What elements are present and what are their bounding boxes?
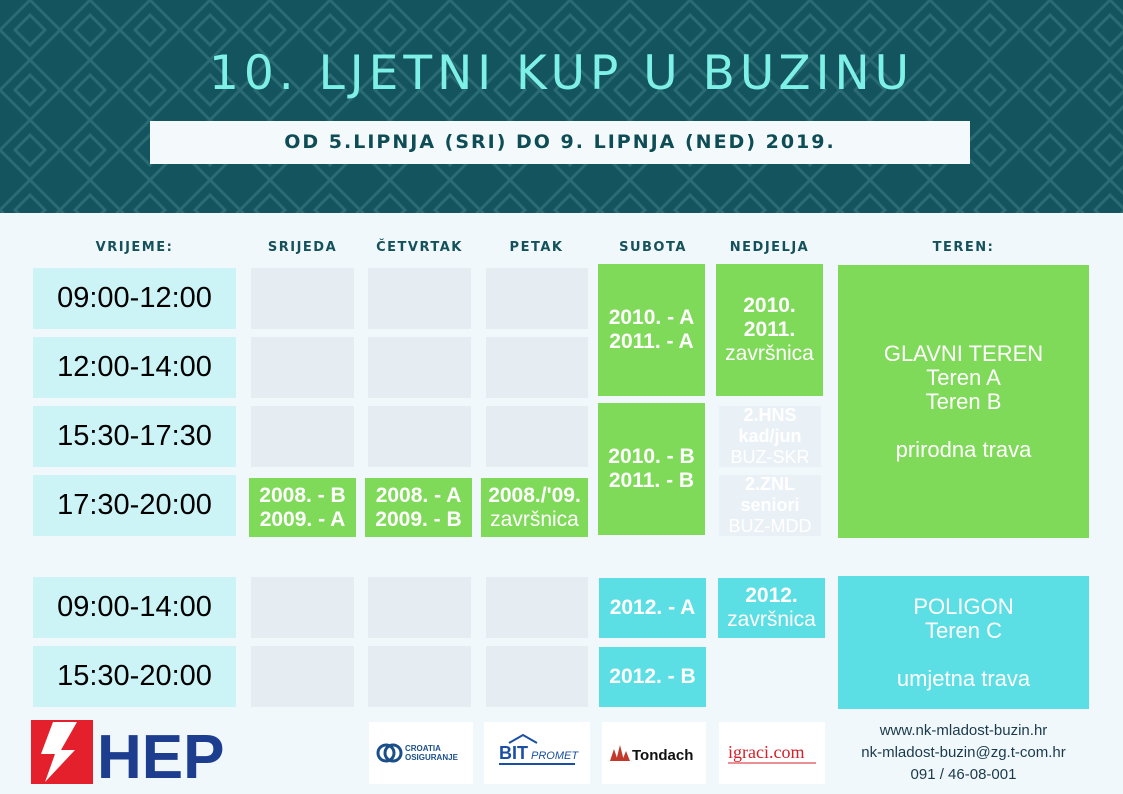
game-line: 2.HNS	[743, 405, 797, 425]
game-line: 2011. - A	[609, 330, 694, 353]
contact-web[interactable]: www.nk-mladost-buzin.hr	[879, 722, 1048, 739]
empty-cell	[368, 406, 471, 467]
venue-poligon: POLIGON Teren C umjetna trava	[838, 576, 1089, 709]
sponsor-text: Tondach	[632, 747, 693, 764]
game-line: BUZ-SKR	[730, 447, 810, 467]
game-fri-evening: 2008./'09. završnica	[481, 478, 588, 537]
game-line: 2012.	[745, 584, 798, 607]
empty-cell	[251, 337, 354, 398]
time-slot: 09:00-12:00	[33, 268, 236, 329]
game-line: 2009. - A	[259, 507, 346, 531]
game-thu-evening: 2008. - A 2009. - B	[365, 478, 472, 537]
hep-logo: HEP	[31, 720, 239, 792]
header-banner	[0, 0, 1123, 213]
empty-cell	[368, 577, 471, 638]
venue-surface: umjetna trava	[896, 665, 1031, 691]
game-sun-hns: 2.HNS kad/jun BUZ-SKR	[719, 405, 821, 467]
game-line: 2008. - B	[259, 483, 346, 507]
game-sat-afternoon: 2010. - B 2011. - B	[598, 403, 705, 535]
game-line: 2008./'09.	[488, 483, 581, 507]
game-sat-poligon-1: 2012. - A	[599, 578, 706, 638]
sponsor-text: OSIGURANJE	[405, 753, 459, 762]
empty-cell	[486, 577, 588, 638]
sponsor-croatia-osiguranje: CROATIA OSIGURANJE	[369, 722, 473, 784]
game-line: kad/jun	[738, 426, 802, 446]
game-line: 2.ZNL	[744, 474, 795, 494]
croatia-osiguranje-logo: CROATIA OSIGURANJE	[376, 743, 459, 763]
sponsor-text: igraci.com	[728, 742, 804, 762]
game-line: završnica	[727, 608, 816, 631]
col-header-wed: SRIJEDA	[267, 240, 338, 255]
empty-cell	[251, 406, 354, 467]
empty-cell	[368, 337, 471, 398]
game-sun-morning: 2010. 2011. završnica	[716, 264, 823, 396]
game-sun-znl: 2.ZNL seniori BUZ-MDD	[719, 474, 821, 536]
game-sun-poligon: 2012. završnica	[718, 578, 825, 638]
subtitle-bar	[150, 121, 970, 164]
game-line: 2011. - B	[608, 469, 695, 492]
game-line: 2012. - B	[609, 665, 696, 688]
venue-surface: prirodna trava	[895, 436, 1032, 462]
sponsor-text: PROMET	[531, 750, 579, 762]
empty-cell	[486, 646, 588, 707]
game-line: 2010. - B	[608, 445, 695, 468]
sponsor-text: BIT	[499, 743, 528, 763]
col-header-sat: SUBOTA	[619, 240, 687, 255]
col-header-sun: NEDJELJA	[729, 240, 810, 255]
hep-text: HEP	[97, 723, 224, 784]
time-slot: 12:00-14:00	[33, 337, 236, 398]
empty-cell	[486, 268, 588, 329]
empty-cell	[251, 646, 354, 707]
page-subtitle: OD 5.LIPNJA (SRI) DO 9. LIPNJA (NED) 201…	[284, 131, 836, 153]
game-wed-evening: 2008. - B 2009. - A	[249, 478, 356, 537]
game-line: seniori	[740, 495, 800, 515]
col-header-fri: PETAK	[509, 240, 564, 255]
empty-cell	[486, 406, 588, 467]
venue-main: GLAVNI TEREN Teren A Teren B prirodna tr…	[838, 265, 1089, 538]
venue-name: GLAVNI TEREN	[883, 340, 1044, 366]
game-line: BUZ-MDD	[728, 516, 812, 536]
game-sat-morning: 2010. - A 2011. - A	[598, 264, 705, 396]
venue-field: Teren B	[925, 388, 1002, 414]
col-header-time: VRIJEME:	[95, 240, 174, 255]
venue-field: Teren A	[926, 364, 1001, 390]
game-line: završnica	[725, 342, 814, 365]
sponsor-bit-promet: BIT PROMET	[484, 722, 590, 784]
empty-cell	[486, 337, 588, 398]
game-line: 2008. - A	[375, 483, 462, 507]
game-line: 2010. - A	[608, 306, 695, 329]
game-line: 2009. - B	[375, 507, 462, 531]
tondach-logo: Tondach	[610, 745, 693, 764]
bit-promet-logo: BIT PROMET	[499, 733, 579, 765]
sponsor-text: CROATIA	[405, 744, 441, 753]
pattern-background	[0, 0, 1123, 213]
sponsor-tondach: Tondach	[602, 722, 706, 784]
empty-cell	[251, 577, 354, 638]
time-slot: 09:00-14:00	[33, 577, 236, 638]
empty-cell	[368, 646, 471, 707]
game-line: 2011.	[743, 318, 796, 341]
contact-email[interactable]: nk-mladost-buzin@zg.t-com.hr	[861, 744, 1066, 761]
time-slot: 15:30-17:30	[33, 406, 236, 467]
col-header-venue: TEREN:	[932, 240, 995, 255]
time-slot: 17:30-20:00	[33, 475, 236, 536]
game-line: završnica	[490, 507, 579, 531]
game-line: 2010.	[743, 294, 796, 317]
col-header-thu: ČETVRTAK	[376, 240, 463, 255]
hep-bolt-icon: HEP	[31, 720, 224, 792]
page-title: 10. LJETNI KUP U BUZINU	[208, 46, 915, 101]
empty-cell	[368, 268, 471, 329]
igraci-logo: igraci.com	[728, 742, 816, 764]
game-line: 2012. - A	[609, 596, 696, 619]
sponsor-igraci: igraci.com	[719, 722, 825, 784]
game-sat-poligon-2: 2012. - B	[599, 647, 706, 707]
venue-name: POLIGON	[913, 593, 1014, 619]
contact-phone: 091 / 46-08-001	[910, 766, 1017, 783]
time-slot: 15:30-20:00	[33, 646, 236, 707]
venue-field: Teren C	[924, 617, 1003, 643]
empty-cell	[251, 268, 354, 329]
